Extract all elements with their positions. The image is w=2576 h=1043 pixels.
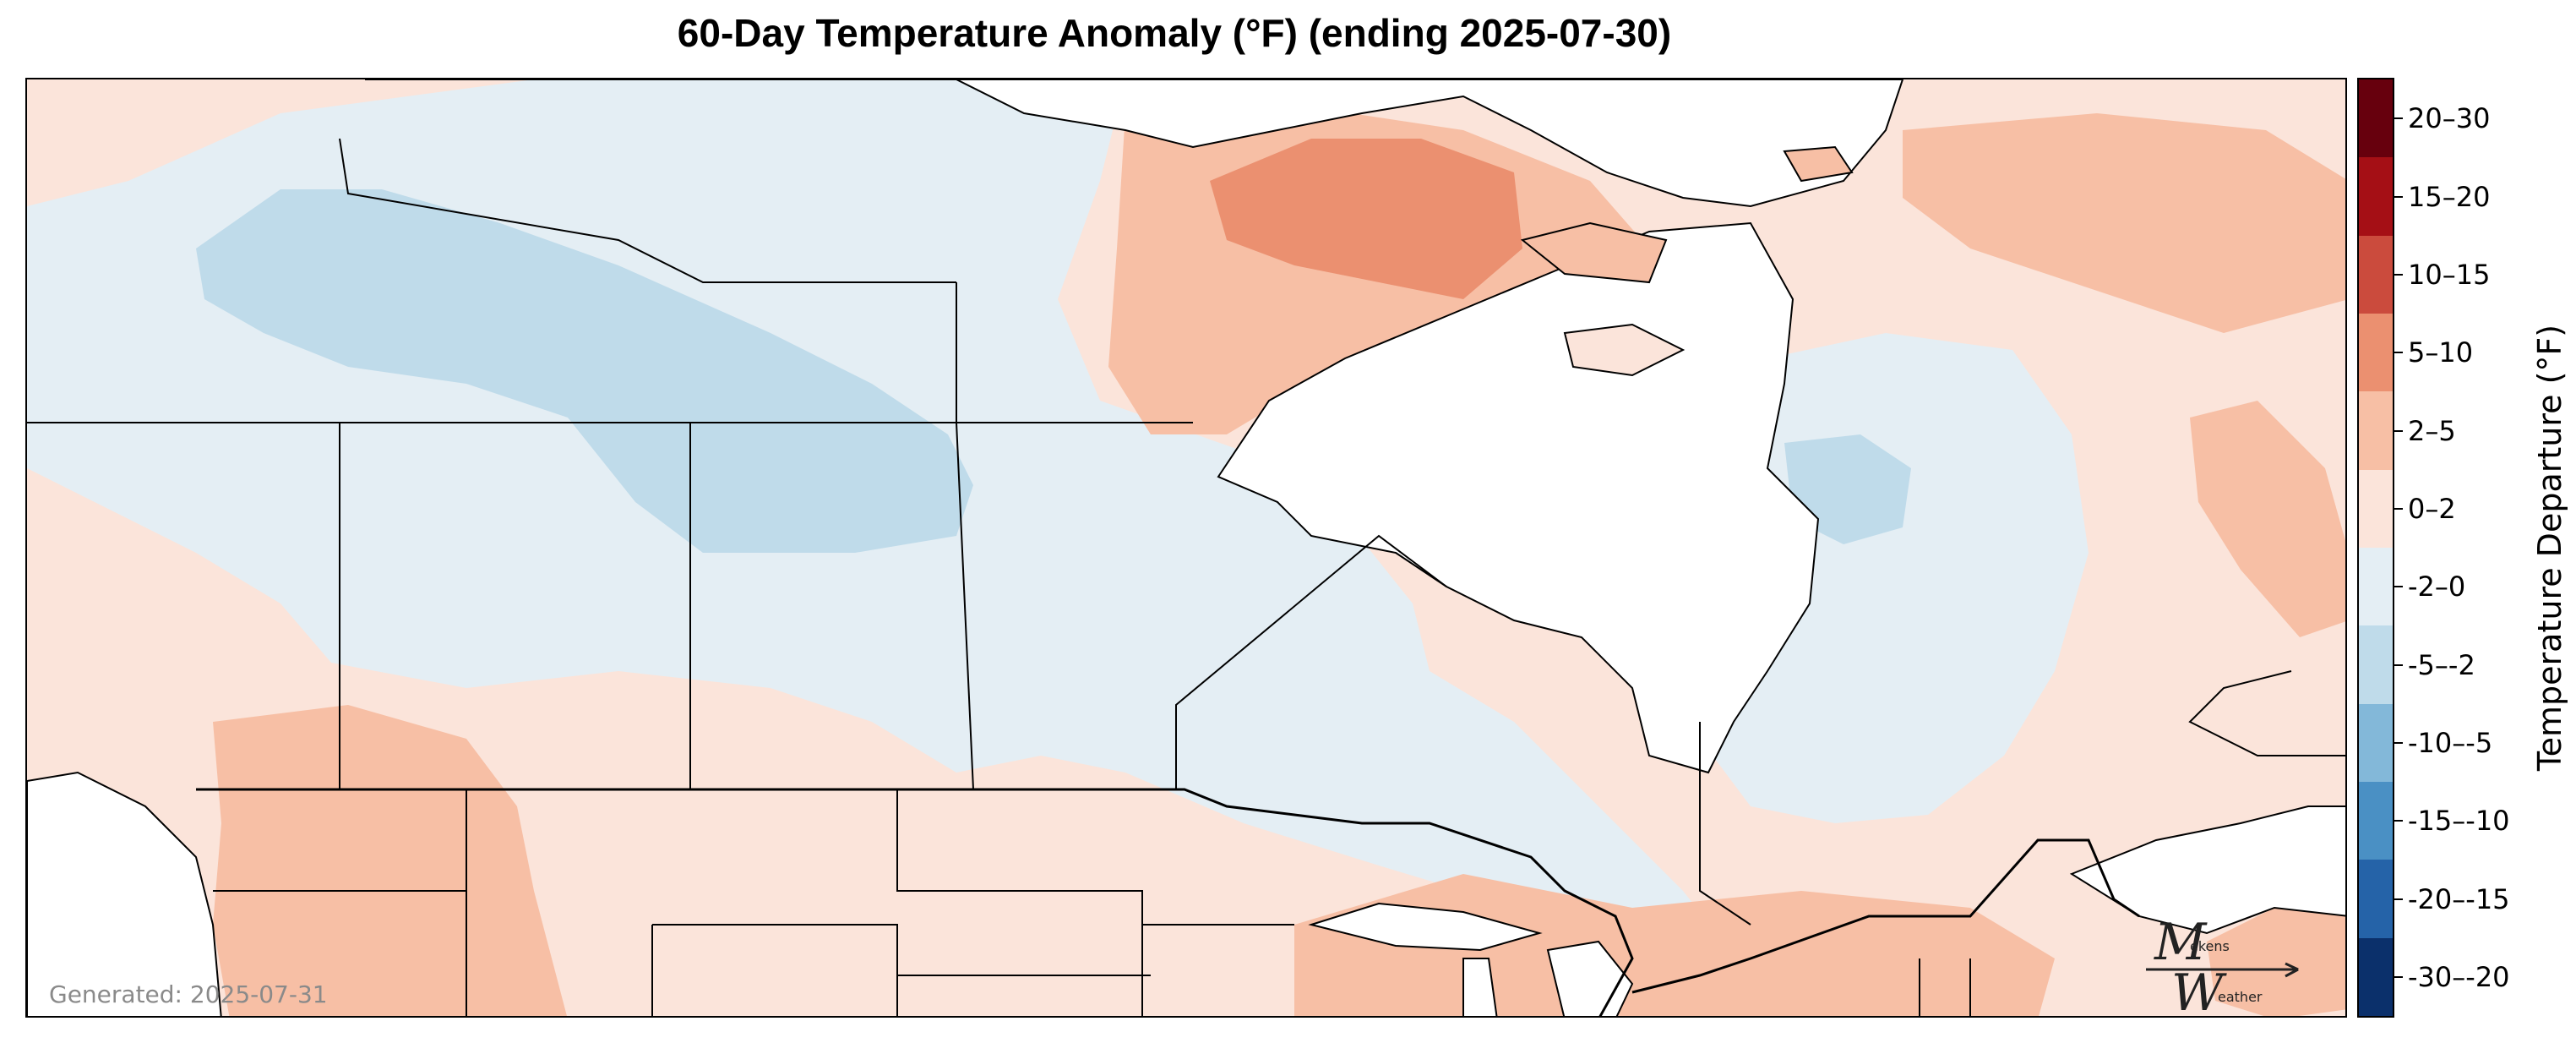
colorbar-tick-label: -20–-15: [2408, 882, 2510, 915]
pacific-ocean: [27, 771, 222, 1016]
colorbar-bin: [2359, 314, 2393, 392]
colorbar-tick: [2394, 975, 2403, 978]
colorbar-bin: [2359, 625, 2393, 705]
colorbar-tick-label: 5–10: [2408, 336, 2474, 369]
colorbar-tick: [2394, 352, 2403, 354]
colorbar-tick: [2394, 273, 2403, 276]
anomaly-region-minus5-minus2-nw: [196, 189, 973, 553]
colorbar-tick-label: 15–20: [2408, 180, 2491, 213]
colorbar-tick-label: -5–-2: [2408, 648, 2475, 681]
colorbar-bin: [2359, 391, 2393, 471]
svg-text:ekens: ekens: [2190, 938, 2230, 954]
map-canvas: [27, 79, 2345, 1016]
anomaly-region-5-10-arctic: [1210, 139, 1522, 299]
meekens-weather-logo: M ekens W eather: [2146, 917, 2299, 1018]
colorbar-tick-label: 10–15: [2408, 258, 2491, 291]
colorbar-tick-label: 20–30: [2408, 102, 2491, 135]
colorbar-bin: [2359, 937, 2393, 1017]
lake-michigan: [1462, 958, 1498, 1016]
colorbar-tick-label: -10–-5: [2408, 726, 2493, 759]
colorbar: [2357, 78, 2394, 1018]
canada-us-border: [196, 788, 2140, 1016]
arctic-ocean: [365, 79, 1904, 208]
colorbar-tick: [2394, 663, 2403, 666]
colorbar-tick: [2394, 586, 2403, 588]
colorbar-tick-label: -30–-20: [2408, 960, 2510, 993]
colorbar-bin: [2359, 703, 2393, 783]
arctic-island: [1783, 145, 1854, 183]
colorbar-bin: [2359, 782, 2393, 860]
svg-text:eather: eather: [2218, 989, 2263, 1005]
colorbar-bin: [2359, 79, 2393, 158]
colorbar-title: Temperature Departure (°F): [2531, 324, 2568, 772]
anomaly-region-2-5-labrador: [2190, 401, 2345, 637]
map-title: 60-Day Temperature Anomaly (°F) (ending …: [677, 11, 1672, 55]
generated-timestamp: Generated: 2025-07-31: [49, 980, 328, 1008]
colorbar-tick-label: 0–2: [2408, 492, 2456, 525]
colorbar-tick: [2394, 820, 2403, 822]
colorbar-tick: [2394, 741, 2403, 744]
colorbar-tick: [2394, 195, 2403, 198]
lake-superior: [1308, 902, 1543, 952]
svg-text:W: W: [2171, 964, 2227, 1018]
anomaly-region-2-5-maritimes: [2207, 908, 2345, 1016]
admin-borders: [27, 138, 2345, 1016]
anomaly-region-2-5-greenland: [1903, 113, 2345, 333]
gulf-of-st-lawrence: [2069, 805, 2345, 935]
colorbar-tick: [2394, 429, 2403, 432]
arctic-island: [1563, 323, 1686, 377]
colorbar-tick: [2394, 898, 2403, 900]
anomaly-map[interactable]: [25, 78, 2347, 1018]
colorbar-tick-label: 2–5: [2408, 414, 2456, 447]
colorbar-tick-label: -2–0: [2408, 571, 2466, 603]
colorbar-bin: [2359, 469, 2393, 549]
colorbar-tick: [2394, 507, 2403, 510]
colorbar-tick: [2394, 117, 2403, 120]
colorbar-bin: [2359, 235, 2393, 314]
svg-text:M: M: [2154, 917, 2208, 972]
colorbar-tick-label: -15–-10: [2408, 805, 2510, 838]
anomaly-region-2-5-pacific-nw: [213, 705, 567, 1016]
colorbar-bin: [2359, 860, 2393, 939]
colorbar-bin: [2359, 548, 2393, 626]
colorbar-bin: [2359, 157, 2393, 237]
arctic-island: [1520, 221, 1668, 284]
